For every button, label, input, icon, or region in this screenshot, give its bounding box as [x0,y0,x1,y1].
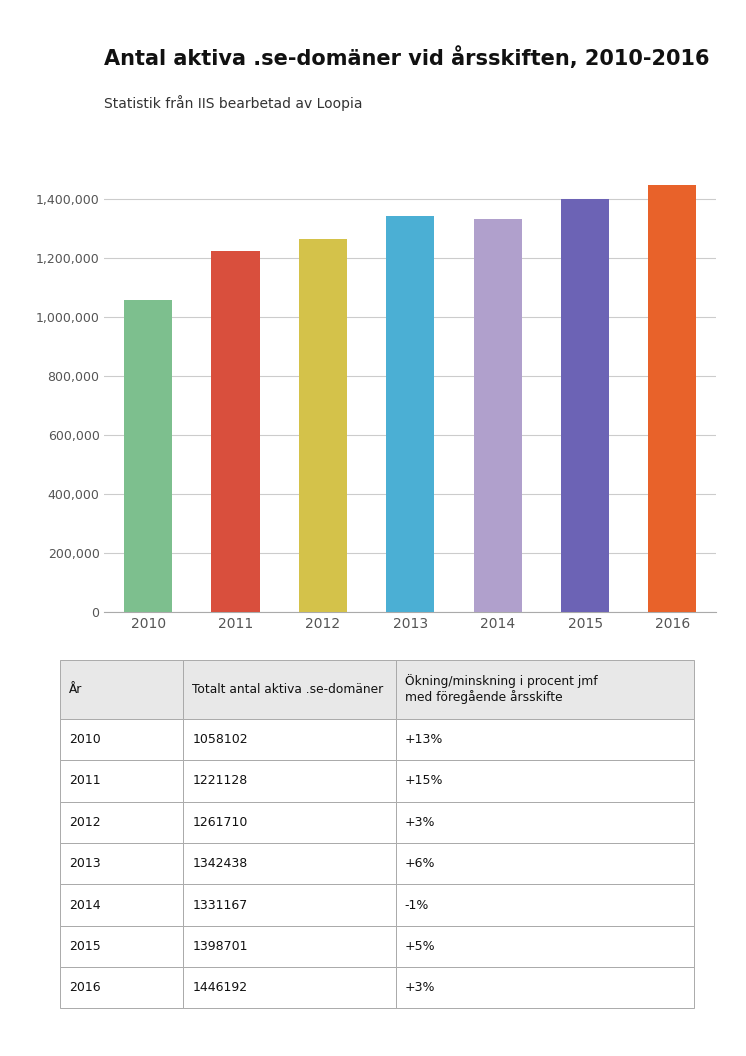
Text: 1261710: 1261710 [192,816,248,829]
Text: 1221128: 1221128 [192,774,248,788]
Text: År: År [69,683,82,696]
Text: 1331167: 1331167 [192,899,248,911]
Bar [184,719,396,760]
Text: 2011: 2011 [69,774,100,788]
Bar [184,843,396,884]
Bar [396,967,694,1008]
Bar [60,926,184,967]
Bar [648,185,697,612]
Text: +5%: +5% [405,940,436,953]
Text: +3%: +3% [405,816,435,829]
Bar [396,719,694,760]
Text: 1331167: 1331167 [491,554,504,607]
Bar [184,884,396,926]
Bar [60,843,184,884]
Text: Antal aktiva .se-domäner vid årsskiften, 2010-2016: Antal aktiva .se-domäner vid årsskiften,… [104,45,710,69]
Text: 2016: 2016 [69,981,100,995]
Bar [561,199,609,612]
Bar [396,760,694,802]
Bar [396,926,694,967]
Bar [386,215,434,612]
Text: 2015: 2015 [69,940,101,953]
Text: +6%: +6% [405,857,435,870]
Bar [184,660,396,719]
Text: 1398701: 1398701 [579,555,592,607]
Text: 2013: 2013 [69,857,100,870]
Bar [60,884,184,926]
Bar [60,719,184,760]
Text: -1%: -1% [405,899,429,911]
Bar [184,926,396,967]
Bar [184,802,396,843]
Text: +13%: +13% [405,733,443,746]
Text: 1446192: 1446192 [666,554,679,607]
Bar [396,843,694,884]
Text: 2010: 2010 [69,733,101,746]
Bar [212,251,260,612]
Text: 2014: 2014 [69,899,100,911]
Bar [60,802,184,843]
Text: 1446192: 1446192 [192,981,248,995]
Bar [474,219,521,612]
Bar [396,802,694,843]
Text: 1342438: 1342438 [404,555,417,607]
Bar [184,760,396,802]
Text: 1261710: 1261710 [316,554,330,607]
Text: 1221128: 1221128 [229,554,242,607]
Bar [299,240,347,612]
Text: +3%: +3% [405,981,435,995]
Bar [396,660,694,719]
Text: 2012: 2012 [69,816,100,829]
Text: Totalt antal aktiva .se-domäner: Totalt antal aktiva .se-domäner [192,683,383,696]
Text: 1058102: 1058102 [142,555,154,607]
Bar [124,300,172,612]
Bar [396,884,694,926]
Bar [60,967,184,1008]
Text: 1058102: 1058102 [192,733,248,746]
Bar [60,760,184,802]
Text: Statistik från IIS bearbetad av Loopia: Statistik från IIS bearbetad av Loopia [104,95,363,111]
Text: +15%: +15% [405,774,443,788]
Text: Ökning/minskning i procent jmf
med föregående årsskifte: Ökning/minskning i procent jmf med föreg… [405,675,598,704]
Bar [60,660,184,719]
Text: 1398701: 1398701 [192,940,248,953]
Bar [184,967,396,1008]
Text: 1342438: 1342438 [192,857,248,870]
